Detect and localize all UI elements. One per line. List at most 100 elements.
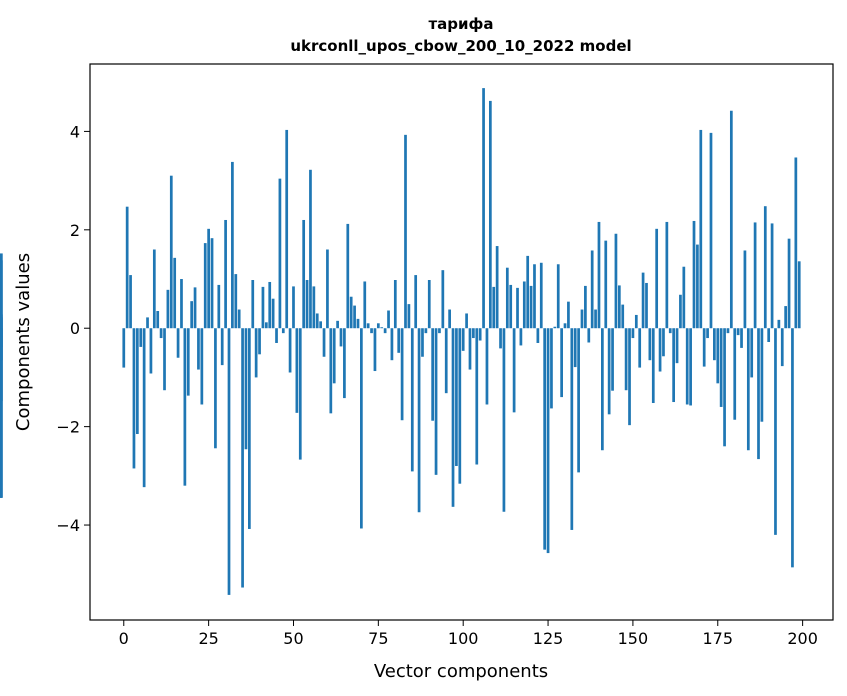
- bar-47: [281, 328, 285, 334]
- bar-142: [604, 240, 608, 329]
- bar-182: [740, 328, 743, 348]
- bar-56: [312, 286, 316, 329]
- bar-24: [203, 243, 207, 329]
- bar-115: [512, 328, 516, 413]
- bar-151: [634, 314, 638, 329]
- bar-88: [421, 328, 424, 357]
- bar-90: [427, 280, 431, 329]
- bar-17: [180, 279, 183, 329]
- bar-180: [733, 328, 737, 420]
- bar-194: [780, 328, 784, 367]
- bar-50: [292, 286, 295, 329]
- bar-18: [183, 328, 187, 486]
- x-tick-label-125: 125: [533, 629, 564, 648]
- bar-131: [567, 301, 570, 329]
- y-tick-label-4: 4: [70, 122, 80, 141]
- bar-160: [665, 221, 669, 329]
- bar-124: [543, 328, 547, 550]
- bar-168: [692, 220, 696, 329]
- bar-41: [261, 286, 265, 329]
- bar-15: [173, 257, 177, 329]
- bar-98: [455, 328, 458, 466]
- bar-184: [746, 328, 750, 451]
- bar-53: [302, 219, 306, 329]
- bar-164: [679, 294, 682, 329]
- bar-148: [624, 328, 628, 391]
- bar-111: [499, 328, 502, 349]
- bar-6: [142, 328, 146, 488]
- bar-28: [217, 284, 221, 329]
- bar-59: [322, 328, 326, 357]
- bar-0: [122, 328, 126, 368]
- bar-150: [631, 328, 635, 339]
- bar-158: [658, 328, 662, 372]
- bar-147: [621, 304, 625, 329]
- bar-110: [495, 246, 499, 329]
- bar-87: [417, 328, 421, 513]
- bar-60: [326, 249, 329, 329]
- bar-19: [186, 328, 190, 396]
- bar-144: [611, 328, 614, 391]
- bar-102: [468, 328, 472, 370]
- bar-undefined: [0, 317, 3, 329]
- bar-54: [305, 280, 309, 329]
- bar-106: [482, 88, 485, 329]
- bar-71: [363, 281, 367, 329]
- bar-114: [509, 284, 513, 329]
- bar-176: [719, 328, 723, 407]
- bar-79: [390, 328, 394, 361]
- bar-58: [319, 321, 322, 329]
- bar-141: [601, 328, 604, 451]
- bar-179: [729, 110, 733, 329]
- bar-92: [434, 328, 438, 475]
- y-tick-label--2: −2: [56, 418, 80, 437]
- y-tick-label-2: 2: [70, 221, 80, 240]
- bar-192: [774, 328, 777, 535]
- bar-4: [135, 328, 139, 435]
- bar-42: [264, 322, 268, 329]
- bar-51: [295, 328, 299, 413]
- bar-140: [597, 221, 601, 329]
- bar-146: [617, 285, 621, 329]
- bar-138: [590, 250, 594, 329]
- bar-152: [638, 328, 642, 368]
- bar-64: [339, 328, 343, 347]
- bar-125: [546, 328, 550, 554]
- bar-162: [672, 328, 675, 403]
- bar-52: [298, 328, 302, 460]
- bar-186: [753, 222, 757, 329]
- bar-185: [750, 328, 754, 378]
- bar-22: [197, 328, 200, 370]
- bar-175: [716, 328, 720, 384]
- bar-134: [577, 328, 580, 473]
- bar-127: [553, 326, 557, 329]
- bar-123: [539, 262, 543, 329]
- bar-166: [685, 328, 689, 405]
- x-tick-label-175: 175: [702, 629, 733, 648]
- bar-69: [356, 318, 360, 329]
- bar-181: [736, 328, 740, 336]
- bar-37: [248, 328, 251, 529]
- bar-76: [380, 327, 384, 329]
- bar-78: [387, 310, 390, 329]
- bar-45: [275, 328, 278, 343]
- bar-197: [791, 328, 794, 568]
- bar-187: [757, 328, 760, 460]
- bar-62: [332, 328, 336, 384]
- bar-3: [132, 328, 136, 469]
- bar-29: [220, 328, 224, 366]
- y-axis-label: Components values: [13, 253, 34, 431]
- bar-70: [360, 328, 363, 529]
- bar-183: [743, 250, 747, 329]
- bar-65: [343, 328, 346, 399]
- bar-12: [163, 328, 166, 391]
- x-tick-label-150: 150: [618, 629, 649, 648]
- bar-61: [329, 328, 333, 414]
- bar-145: [614, 233, 618, 329]
- bar-101: [465, 313, 468, 329]
- bar-16: [176, 328, 180, 358]
- x-tick-label-25: 25: [198, 629, 218, 648]
- bar-112: [502, 328, 506, 512]
- bar-undefined: [0, 328, 3, 497]
- bar-172: [706, 328, 709, 339]
